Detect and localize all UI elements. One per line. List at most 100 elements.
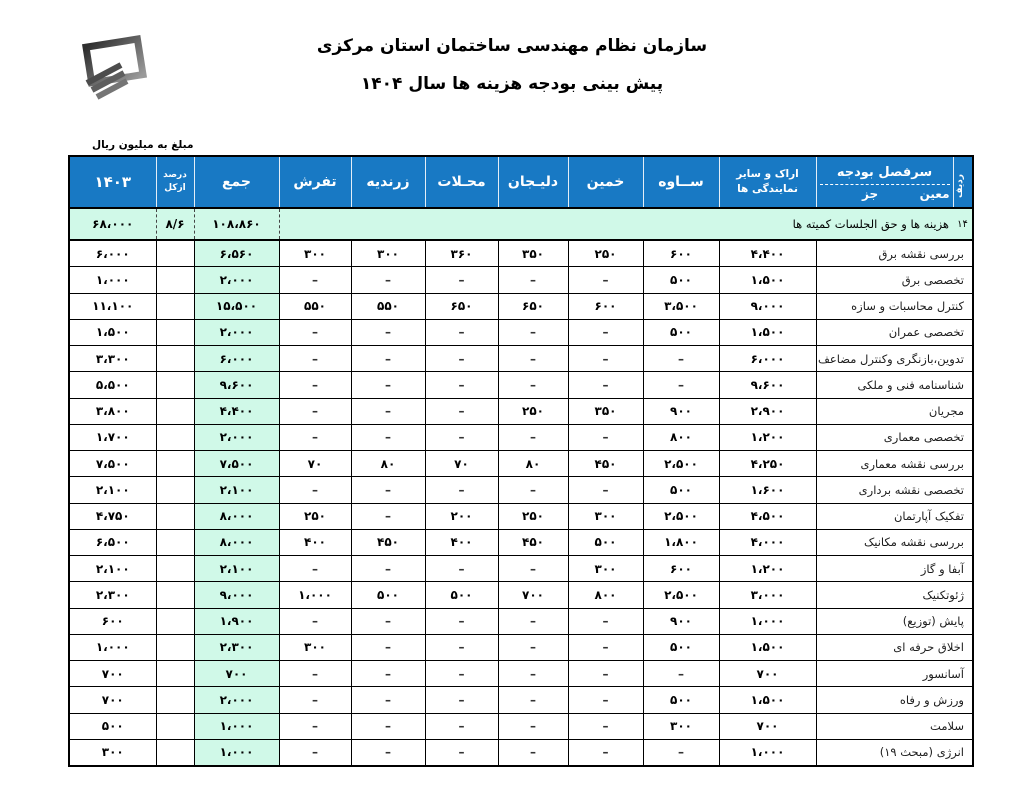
cell-tafresh: – [278,371,352,399]
cell-khomein: ۲۵۰ [567,239,644,268]
cell-tafresh: – [278,266,352,294]
cell-percent [155,554,195,583]
cell-arak: ۷۰۰ [718,659,817,688]
row-label: ژئوتکنیک [815,581,974,609]
cell-saveh: ۶۰۰ [642,554,720,583]
table-row: تخصصی نقشه برداری ۱،۶۰۰ ۵۰۰– – – – –۲،۱۰۰ ۲،۱۰۰ [68,476,974,504]
row-label: سلامت [815,712,974,740]
table-row: بررسی نقشه مکانیک ۴،۰۰۰ ۱،۸۰۰ ۵۰۰ ۴۵۰ ۴۰۰ ۴۵۰ ۴… [68,528,974,557]
cell-delijan: – [497,607,569,635]
cell-jam: ۹،۶۰۰ [193,371,280,399]
cell-tafresh: ۴۰۰ [278,528,352,557]
row-label: تفکیک آپارتمان [815,502,974,530]
cell-delijan: – [497,554,569,583]
row-label: بررسی نقشه مکانیک [815,528,974,557]
cell-y1403: ۶،۰۰۰ [68,239,157,268]
cell-delijan: – [497,686,569,714]
divider [819,183,950,185]
cell-y1403: ۱،۰۰۰ [68,266,157,294]
cell-khomein: ۸۰۰ [567,581,644,609]
cell-arak: ۱،۵۰۰ [718,318,817,347]
cell-jam: ۲،۰۰۰ [193,686,280,714]
cell-tafresh: – [278,738,352,767]
cell-saveh: ۵۰۰ [642,686,720,714]
cell-arak: ۳،۰۰۰ [718,581,817,609]
cell-delijan: – [497,633,569,662]
cell-mahallat: ۵۰۰ [424,581,499,609]
cell-tafresh: – [278,318,352,347]
cell-delijan: ۲۵۰ [497,397,569,425]
cell-y1403: ۷۰۰ [68,659,157,688]
summary-label: هزینه ها و حق الجلسات کمیته ها [719,207,953,241]
cell-mahallat: – [424,423,499,452]
cell-percent [155,502,195,530]
row-label: تخصصی نقشه برداری [815,476,974,504]
cell-saveh: ۱،۸۰۰ [642,528,720,557]
col-header-radif: ردیف [952,155,974,209]
cell-arak: ۱،۲۰۰ [718,423,817,452]
cell-percent [155,633,195,662]
cell-tafresh: – [278,397,352,425]
cell-delijan: – [497,423,569,452]
cell-tafresh: ۲۵۰ [278,502,352,530]
cell-jam: ۱،۰۰۰ [193,738,280,767]
cell-y1403: ۲،۳۰۰ [68,581,157,609]
table-row: آسانسور ۷۰۰– – – – – –۷۰۰ ۷۰۰ [68,659,974,688]
cell-saveh: – [642,738,720,767]
table-row: مجریان ۲،۹۰۰ ۹۰۰ ۳۵۰ ۲۵۰– – –۴،۴۰۰ ۳،۸۰۰ [68,397,974,425]
col-header-tafresh: تفرش [278,155,352,209]
row-label: تخصصی برق [815,266,974,294]
cell-mahallat: ۶۵۰ [424,292,499,320]
table-row: اخلاق حرفه ای ۱،۵۰۰ ۵۰۰– – – –۳۰۰ ۲،۳۰۰ ۱،۰۰۰ [68,633,974,662]
table-row: سلامت ۷۰۰ ۳۰۰– – – – –۱،۰۰۰ ۵۰۰ [68,712,974,740]
summary-row: ۱۴ هزینه ها و حق الجلسات کمیته ها ۱۰۸،۸۶۰ ۸… [69,207,973,241]
cell-zarandieh: ۴۵۰ [350,528,426,557]
cell-mahallat: – [424,266,499,294]
cell-saveh: ۳،۵۰۰ [642,292,720,320]
cell-y1403: ۵،۵۰۰ [68,371,157,399]
cell-jam: ۲،۰۰۰ [193,266,280,294]
table-row: تخصصی معماری ۱،۲۰۰ ۸۰۰– – – – –۲،۰۰۰ ۱،۷۰۰ [68,423,974,452]
cell-percent [155,712,195,740]
table-row: شناسنامه فنی و ملکی ۹،۶۰۰– – – – – –۹،۶۰۰ ۵،۵۰۰ [68,371,974,399]
cell-zarandieh: ۵۵۰ [350,292,426,320]
cell-mahallat: – [424,371,499,399]
cell-jam: ۷۰۰ [193,659,280,688]
cell-khomein: – [567,633,644,662]
cell-percent [155,449,195,478]
row-label: آسانسور [815,659,974,688]
summary-radif: ۱۴ [953,207,973,241]
cell-zarandieh: ۳۰۰ [350,239,426,268]
row-label: تخصصی عمران [815,318,974,347]
cell-jam: ۶،۵۶۰ [193,239,280,268]
cell-arak: ۷۰۰ [718,712,817,740]
col-header-jam: جمع [193,155,280,209]
cell-mahallat: – [424,738,499,767]
cell-zarandieh: – [350,371,426,399]
unit-note: مبلغ به میلیون ریال [92,139,194,151]
cell-mahallat: – [424,607,499,635]
cell-saveh: ۹۰۰ [642,607,720,635]
cell-khomein: – [567,712,644,740]
cell-mahallat: – [424,686,499,714]
cell-arak: ۱،۵۰۰ [718,266,817,294]
cell-percent [155,607,195,635]
table-row: تفکیک آپارتمان ۴،۵۰۰ ۲،۵۰۰ ۳۰۰ ۲۵۰ ۲۰۰–۲۵۰ ۸،۰… [68,502,974,530]
cell-khomein: – [567,423,644,452]
cell-delijan: – [497,344,569,373]
cell-mahallat: – [424,476,499,504]
cell-jam: ۱،۹۰۰ [193,607,280,635]
summary-total: ۱۰۸،۸۶۰ [193,207,280,241]
cell-mahallat: – [424,554,499,583]
col-header-1403: ۱۴۰۳ [68,155,157,209]
cell-zarandieh: – [350,686,426,714]
summary-1403: ۶۸،۰۰۰ [69,207,157,241]
page-title: سازمان نظام مهندسی ساختمان استان مرکزی [316,36,708,56]
cell-y1403: ۶،۵۰۰ [68,528,157,557]
cell-saveh: ۵۰۰ [642,318,720,347]
cell-jam: ۲،۰۰۰ [193,318,280,347]
cell-jam: ۴،۴۰۰ [193,397,280,425]
summary-empty-cells [279,207,719,241]
cell-y1403: ۱،۰۰۰ [68,633,157,662]
cell-delijan: ۲۵۰ [497,502,569,530]
